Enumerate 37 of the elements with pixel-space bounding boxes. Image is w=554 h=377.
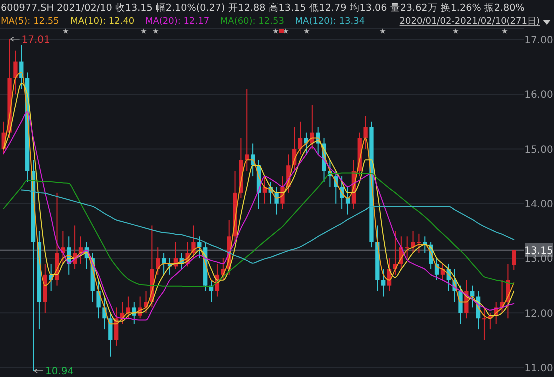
y-tick-label: 11.00: [524, 363, 554, 374]
candlestick: [458, 285, 463, 325]
text: MA(120): 13.34: [295, 17, 366, 27]
y-tick-label: 17.00: [524, 36, 554, 47]
candlestick: [14, 50, 18, 96]
candlestick: [61, 230, 66, 264]
candlestick: [482, 307, 487, 341]
text: MA(20): 12.17: [146, 17, 210, 27]
text: 2020/01/02-2021/02/10(271日): [400, 17, 540, 27]
candlestick: [126, 296, 131, 320]
candlestick: [192, 225, 196, 260]
candlestick: [162, 252, 166, 276]
candlestick: [245, 88, 250, 172]
candlestick: [78, 236, 84, 264]
candlestick: [364, 116, 368, 150]
y-tick-label: 12.00: [524, 308, 554, 320]
y-tick-label: 13.00: [524, 254, 554, 266]
text: MA(60): 12.53: [220, 17, 284, 27]
candlestick: [512, 250, 516, 270]
candlestick: [470, 285, 475, 308]
candlestick: [102, 296, 107, 330]
annotation: 10.94: [46, 366, 74, 377]
candlestick: [346, 186, 350, 216]
text: MA(10): 12.40: [70, 17, 135, 27]
line-series: [21, 190, 515, 264]
y-tick-label: 15.00: [524, 144, 554, 156]
candlestick: [96, 280, 101, 320]
candlestick: [198, 236, 202, 260]
annotation: 17.01: [22, 34, 50, 46]
chart-title: 600977.SH 2021/02/10 收13.15 幅2.10%(0.27) 开12.88 高13.15 低12.79 均13.06 量23.62万 换1.26% 振2.80%: [1, 2, 525, 14]
candlestick: [382, 268, 386, 298]
text: MA(5): 12.55: [1, 17, 60, 27]
y-tick-label: 14.00: [524, 199, 554, 210]
candlestick: [274, 186, 279, 216]
candlestick: [108, 312, 113, 358]
candlestick: [405, 236, 410, 260]
y-tick-label: 16.00: [524, 90, 554, 102]
